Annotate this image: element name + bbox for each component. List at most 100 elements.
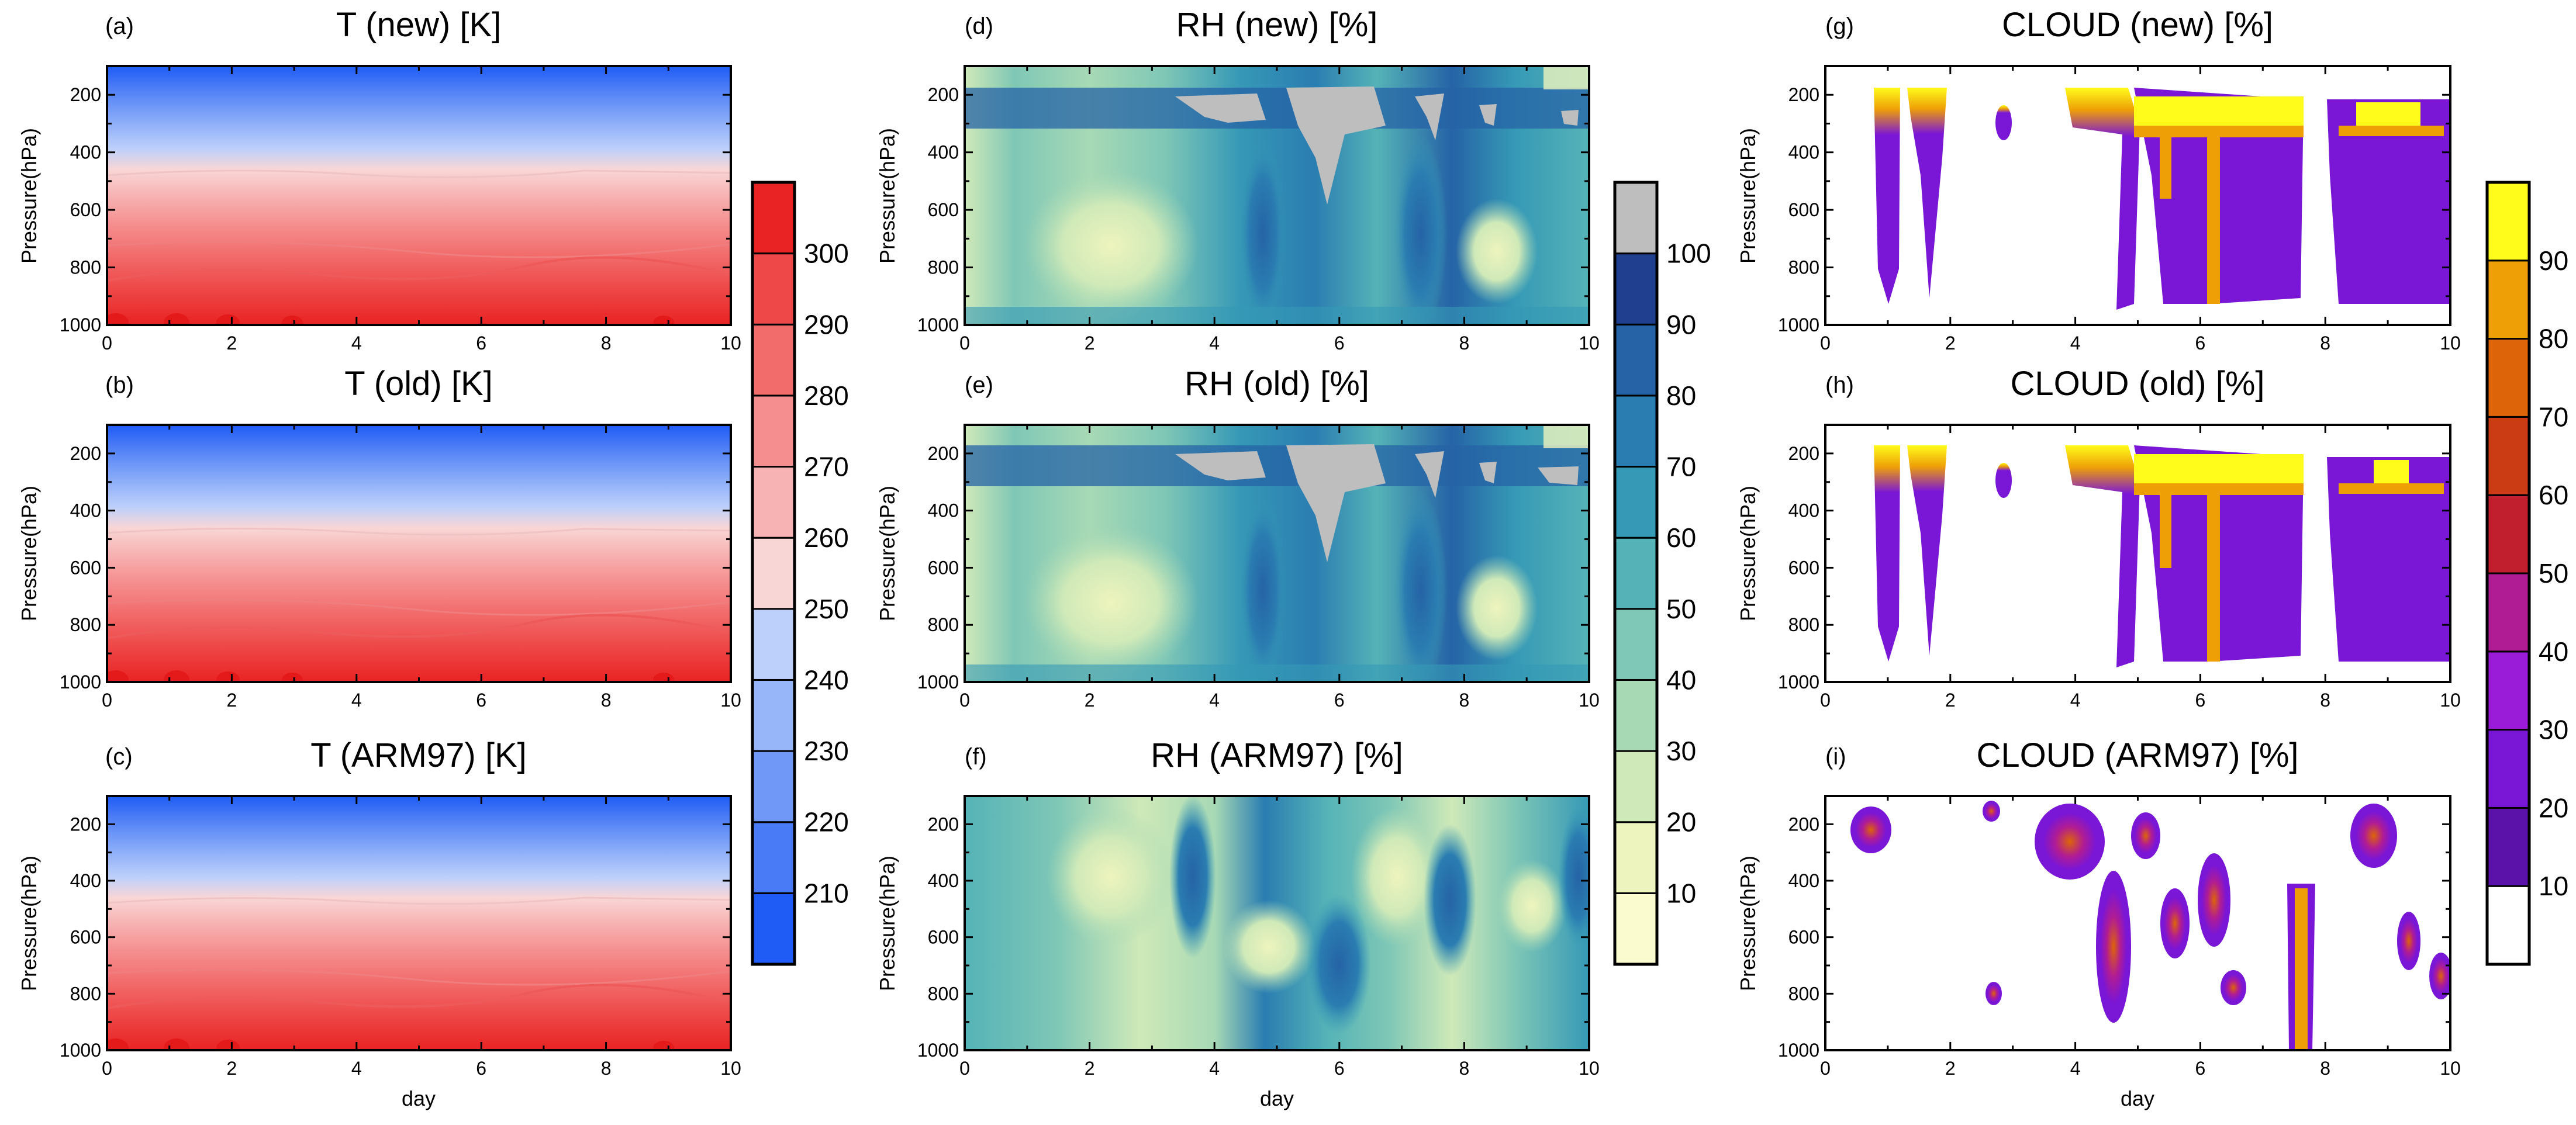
colorbar-label: 280 [804, 380, 849, 411]
cloud-column [1874, 88, 1900, 304]
cloud-anvil [2374, 460, 2409, 483]
x-tick-label: 2 [1085, 690, 1095, 711]
panel-f-plot [965, 796, 1589, 1050]
y-tick-label: 800 [70, 257, 101, 278]
x-tick-label: 6 [2195, 690, 2206, 711]
warm-spot [216, 1040, 240, 1050]
panel-i-tag: (i) [1825, 744, 1846, 770]
x-tick-label: 2 [227, 333, 237, 354]
cloud-column [2327, 457, 2450, 662]
x-tick-label: 6 [1334, 1058, 1345, 1079]
cloud-column [2065, 445, 2140, 667]
x-tick-label: 8 [2320, 690, 2330, 711]
x-tick-label: 10 [2440, 1058, 2461, 1079]
panel-c-title: T (ARM97) [K] [310, 736, 527, 774]
colorbar-label: 20 [2539, 792, 2568, 823]
moist-column [1558, 806, 1589, 947]
moist-column [1394, 134, 1447, 325]
contour-band [107, 614, 731, 639]
x-tick-label: 4 [351, 333, 362, 354]
cloud-patch [1995, 463, 2012, 498]
colorbar-label: 270 [804, 452, 849, 482]
saturated-region [1175, 86, 1579, 205]
dry-region [1023, 526, 1199, 678]
cloud-anvil [2134, 454, 2304, 486]
contour-band [107, 968, 731, 986]
colorbar-label: 70 [1666, 452, 1696, 482]
y-tick-label: 600 [70, 199, 101, 220]
panel-c-plot [107, 796, 731, 1050]
colorbar-swatch [2486, 494, 2530, 574]
colorbar-swatch [2486, 806, 2530, 887]
x-tick-label: 8 [2320, 1058, 2330, 1079]
panel-h-title: CLOUD (old) [%] [2010, 365, 2264, 403]
moist-column [1307, 894, 1371, 1034]
x-tick-label: 8 [1459, 690, 1470, 711]
cloud-patch [1985, 982, 2002, 1005]
x-tick-label: 0 [102, 1058, 112, 1079]
colorbar-label: 30 [2539, 715, 2568, 745]
y-tick-label: 400 [1788, 500, 1819, 521]
x-tick-label: 6 [476, 333, 486, 354]
warm-spot [653, 316, 674, 325]
x-tick-label: 2 [1945, 690, 1956, 711]
x-tick-label: 0 [959, 690, 970, 711]
colorbar-swatch [1614, 536, 1658, 610]
warm-spot [164, 670, 189, 682]
panel-h-plot [1825, 425, 2450, 682]
x-tick-label: 0 [1820, 333, 1831, 354]
cloud-patch [2198, 853, 2230, 947]
panel-g-title: CLOUD (new) [%] [2002, 6, 2273, 44]
contour-band [107, 527, 731, 536]
x-tick-label: 0 [959, 1058, 970, 1079]
x-tick-label: 4 [1209, 690, 1220, 711]
y-tick-label: 200 [70, 84, 101, 105]
x-tick-label: 0 [102, 690, 112, 711]
colorbar-label: 230 [804, 736, 849, 766]
colorbar-label: 250 [804, 594, 849, 624]
y-tick-label: 600 [928, 557, 959, 578]
dry-region [1456, 555, 1538, 660]
warm-spot [107, 1039, 129, 1050]
warm-spot [282, 316, 303, 325]
moist-column [1424, 824, 1476, 976]
panel-i-title: CLOUD (ARM97) [%] [1976, 736, 2298, 774]
colorbar-swatch [1614, 821, 1658, 894]
contour-band [107, 984, 731, 1009]
colorbar-swatch [751, 608, 796, 681]
y-tick-label: 800 [1788, 614, 1819, 635]
x-tick-label: 8 [601, 333, 612, 354]
y-tick-label: 1000 [1778, 314, 1819, 335]
cloud-column [1907, 445, 1947, 656]
colorbar-swatch [751, 181, 796, 255]
x-tick-label: 0 [1820, 1058, 1831, 1079]
upper-dry-edge [1543, 425, 1589, 448]
colorbar-swatch [1614, 181, 1658, 255]
cloud-patch [2035, 804, 2105, 880]
colorbar-swatch [751, 323, 796, 397]
y-tick-label: 200 [1788, 814, 1819, 835]
colorbar-swatch [1614, 608, 1658, 681]
warm-spot [216, 314, 240, 325]
colorbar-frame [751, 181, 796, 966]
panel-b-title: T (old) [K] [344, 365, 493, 403]
cloud-anvil-edge [2339, 126, 2444, 136]
y-tick-label: 600 [1788, 557, 1819, 578]
colorbar-swatch [2486, 181, 2530, 262]
y-tick-label: 1000 [60, 1040, 101, 1061]
x-tick-label: 4 [351, 1058, 362, 1079]
warm-spot [107, 670, 129, 682]
y-tick-label: 800 [928, 257, 959, 278]
colorbar-swatch [751, 750, 796, 823]
x-tick-label: 2 [1945, 333, 1956, 354]
x-tick-label: 4 [2070, 333, 2081, 354]
colorbar-label: 210 [804, 878, 849, 908]
dry-region [1047, 806, 1175, 947]
cloud-patch [1995, 105, 2012, 140]
cloud-patch [2429, 953, 2450, 999]
y-tick-label: 800 [928, 614, 959, 635]
panel-b-ylabel: Pressure(hPa) [17, 486, 41, 621]
x-tick-label: 2 [1085, 1058, 1095, 1079]
